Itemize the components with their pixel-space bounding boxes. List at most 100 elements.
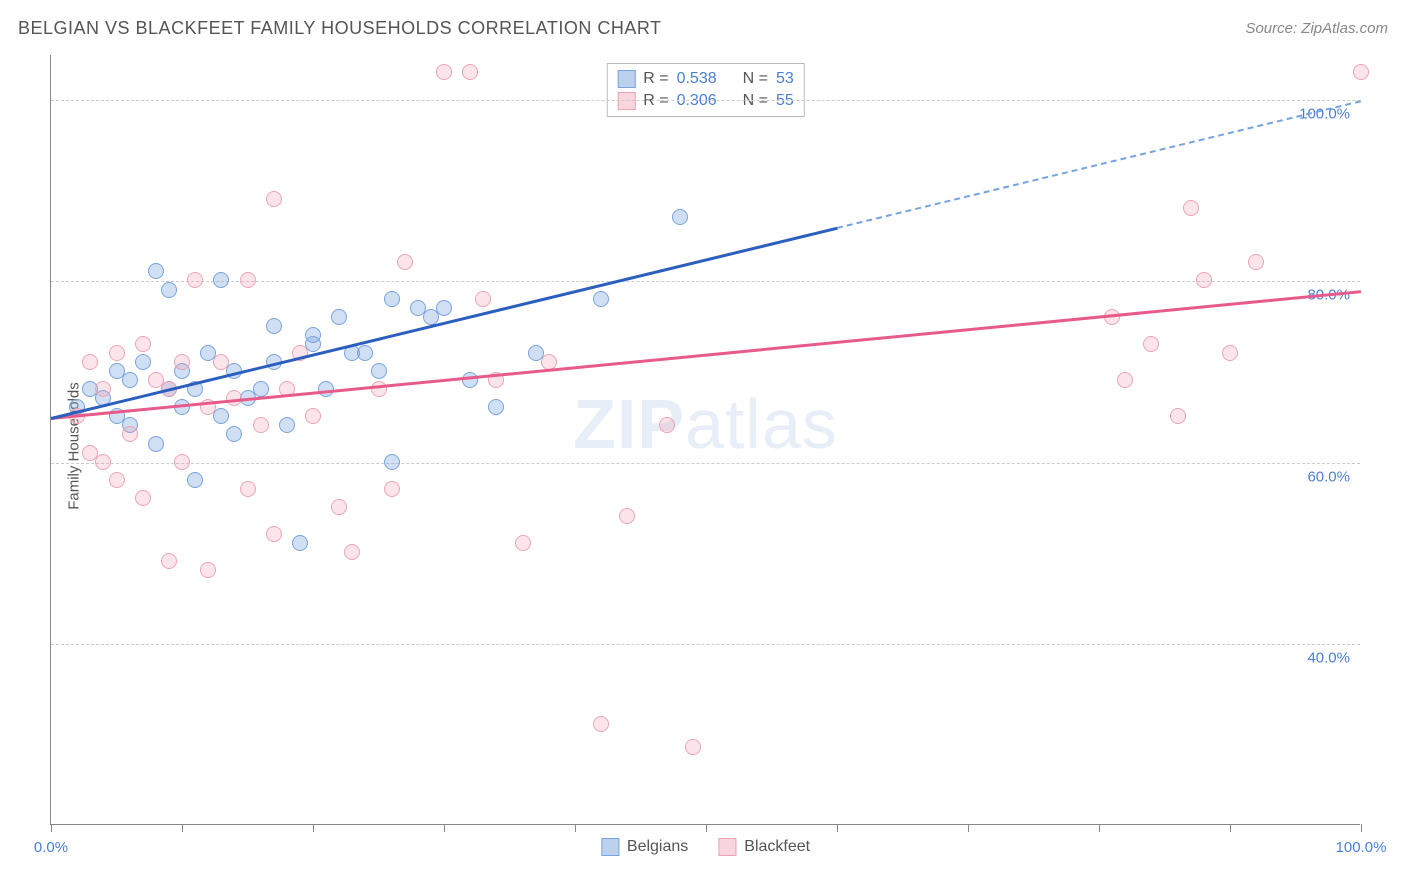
scatter-point — [462, 64, 478, 80]
watermark-light: atlas — [685, 385, 838, 463]
scatter-point — [659, 417, 675, 433]
x-tick — [182, 824, 183, 832]
scatter-point — [148, 263, 164, 279]
plot-area: ZIPatlas R = 0.538 N = 53 R = 0.306 N = … — [50, 55, 1360, 825]
scatter-point — [436, 64, 452, 80]
y-tick-label: 60.0% — [1307, 468, 1350, 485]
scatter-point — [1183, 200, 1199, 216]
scatter-point — [240, 481, 256, 497]
scatter-point — [187, 472, 203, 488]
gridline — [51, 644, 1360, 645]
scatter-point — [357, 345, 373, 361]
scatter-point — [226, 426, 242, 442]
legend-label-blackfeet: Blackfeet — [744, 838, 810, 856]
scatter-point — [135, 354, 151, 370]
scatter-point — [82, 354, 98, 370]
scatter-point — [213, 408, 229, 424]
scatter-point — [95, 381, 111, 397]
scatter-point — [122, 426, 138, 442]
trend-line — [837, 100, 1361, 229]
scatter-point — [1170, 408, 1186, 424]
n-value-belgians: 53 — [776, 70, 794, 88]
r-value-belgians: 0.538 — [677, 70, 717, 88]
scatter-point — [384, 481, 400, 497]
scatter-point — [240, 272, 256, 288]
trend-line — [51, 227, 838, 420]
n-label: N = — [743, 70, 768, 88]
r-label: R = — [643, 70, 668, 88]
scatter-point — [488, 399, 504, 415]
scatter-point — [593, 291, 609, 307]
scatter-point — [122, 372, 138, 388]
scatter-point — [619, 508, 635, 524]
x-tick — [1361, 824, 1362, 832]
x-tick — [313, 824, 314, 832]
x-tick — [444, 824, 445, 832]
scatter-point — [266, 526, 282, 542]
x-tick — [968, 824, 969, 832]
scatter-point — [135, 336, 151, 352]
scatter-point — [462, 372, 478, 388]
scatter-point — [344, 544, 360, 560]
swatch-blue-icon — [617, 70, 635, 88]
scatter-point — [685, 739, 701, 755]
scatter-point — [1248, 254, 1264, 270]
scatter-point — [213, 354, 229, 370]
scatter-point — [109, 472, 125, 488]
scatter-point — [436, 300, 452, 316]
x-tick — [1230, 824, 1231, 832]
swatch-pink-icon — [718, 838, 736, 856]
chart-container: BELGIAN VS BLACKFEET FAMILY HOUSEHOLDS C… — [0, 0, 1406, 892]
scatter-point — [475, 291, 491, 307]
stats-row-belgians: R = 0.538 N = 53 — [617, 68, 794, 90]
scatter-point — [1196, 272, 1212, 288]
legend-item-belgians: Belgians — [601, 838, 688, 856]
scatter-point — [515, 535, 531, 551]
scatter-point — [672, 209, 688, 225]
scatter-point — [109, 345, 125, 361]
x-tick-label: 0.0% — [34, 839, 68, 856]
chart-title: BELGIAN VS BLACKFEET FAMILY HOUSEHOLDS C… — [18, 18, 662, 39]
scatter-point — [397, 254, 413, 270]
x-tick — [575, 824, 576, 832]
x-tick — [837, 824, 838, 832]
scatter-point — [331, 499, 347, 515]
legend-item-blackfeet: Blackfeet — [718, 838, 810, 856]
scatter-point — [1222, 345, 1238, 361]
gridline — [51, 100, 1360, 101]
scatter-point — [161, 553, 177, 569]
header: BELGIAN VS BLACKFEET FAMILY HOUSEHOLDS C… — [18, 18, 1388, 39]
scatter-point — [135, 490, 151, 506]
scatter-point — [200, 562, 216, 578]
x-tick-label: 100.0% — [1336, 839, 1387, 856]
scatter-point — [266, 191, 282, 207]
x-tick — [51, 824, 52, 832]
legend-label-belgians: Belgians — [627, 838, 688, 856]
y-tick-label: 40.0% — [1307, 649, 1350, 666]
scatter-point — [161, 282, 177, 298]
scatter-point — [331, 309, 347, 325]
scatter-point — [253, 417, 269, 433]
scatter-point — [187, 272, 203, 288]
scatter-point — [593, 716, 609, 732]
stats-box: R = 0.538 N = 53 R = 0.306 N = 55 — [606, 63, 805, 117]
scatter-point — [384, 291, 400, 307]
scatter-point — [292, 535, 308, 551]
scatter-point — [213, 272, 229, 288]
scatter-point — [279, 417, 295, 433]
watermark: ZIPatlas — [573, 384, 838, 464]
scatter-point — [371, 363, 387, 379]
scatter-point — [148, 436, 164, 452]
scatter-point — [1143, 336, 1159, 352]
scatter-point — [1353, 64, 1369, 80]
scatter-point — [1117, 372, 1133, 388]
trend-line — [51, 291, 1361, 420]
scatter-point — [266, 318, 282, 334]
scatter-point — [253, 381, 269, 397]
scatter-point — [371, 381, 387, 397]
swatch-blue-icon — [601, 838, 619, 856]
x-tick — [706, 824, 707, 832]
bottom-legend: Belgians Blackfeet — [601, 838, 810, 856]
scatter-point — [384, 454, 400, 470]
scatter-point — [305, 408, 321, 424]
